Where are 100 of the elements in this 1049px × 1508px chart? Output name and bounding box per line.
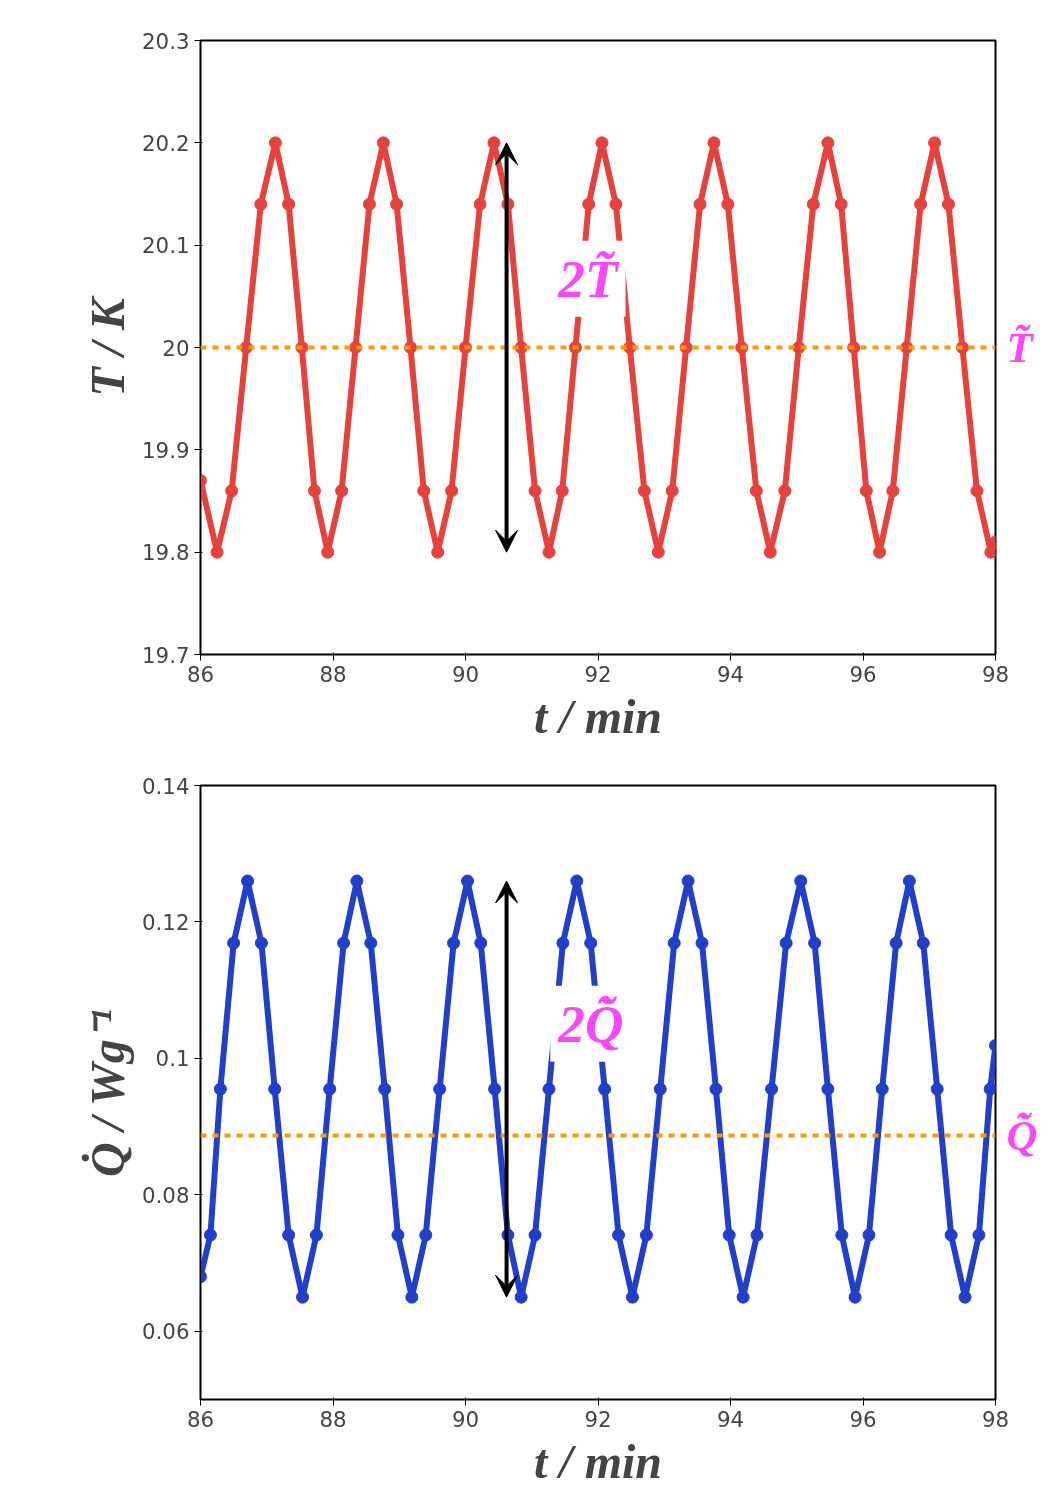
x-tick-label: 90 bbox=[451, 1406, 480, 1432]
x-tick-label: 86 bbox=[186, 1406, 215, 1432]
point bbox=[707, 136, 721, 150]
point bbox=[609, 197, 623, 211]
point bbox=[763, 545, 777, 559]
point bbox=[528, 484, 542, 498]
point bbox=[473, 197, 487, 211]
point bbox=[556, 936, 570, 950]
point bbox=[335, 484, 349, 498]
point bbox=[447, 936, 461, 950]
x-axis-title: t / min bbox=[533, 689, 663, 743]
point bbox=[474, 936, 488, 950]
point bbox=[321, 545, 335, 559]
point bbox=[681, 874, 695, 888]
point bbox=[778, 484, 792, 498]
point bbox=[930, 1082, 944, 1096]
point bbox=[323, 1082, 337, 1096]
point bbox=[889, 936, 903, 950]
point bbox=[542, 545, 556, 559]
y-axis-title: Q̇ / Wg⁻¹ bbox=[81, 1008, 135, 1178]
point bbox=[433, 1082, 447, 1096]
point bbox=[612, 1228, 626, 1242]
point bbox=[542, 1082, 556, 1096]
point bbox=[875, 1082, 889, 1096]
x-tick-label: 98 bbox=[981, 1406, 1010, 1432]
point bbox=[210, 545, 224, 559]
point bbox=[227, 936, 241, 950]
point bbox=[806, 197, 820, 211]
annotation: 2T̃ bbox=[557, 248, 620, 309]
point bbox=[376, 136, 390, 150]
point bbox=[821, 1082, 835, 1096]
point bbox=[268, 136, 282, 150]
point bbox=[268, 1082, 282, 1096]
point bbox=[886, 484, 900, 498]
point bbox=[665, 484, 679, 498]
point bbox=[984, 545, 996, 559]
point bbox=[254, 197, 268, 211]
y-tick-label: 0.06 bbox=[142, 1319, 190, 1345]
point bbox=[225, 484, 239, 498]
point bbox=[254, 936, 268, 950]
point bbox=[296, 1290, 310, 1304]
point bbox=[555, 484, 569, 498]
point bbox=[595, 136, 609, 150]
point bbox=[639, 1228, 653, 1242]
point bbox=[653, 1082, 667, 1096]
point bbox=[794, 874, 808, 888]
x-tick-label: 96 bbox=[849, 661, 877, 687]
x-tick-label: 98 bbox=[981, 661, 1010, 687]
x-tick-label: 88 bbox=[319, 661, 347, 687]
point bbox=[736, 1290, 750, 1304]
point bbox=[902, 874, 916, 888]
y-tick-label: 19.8 bbox=[142, 540, 190, 566]
point bbox=[821, 136, 835, 150]
point bbox=[203, 1228, 217, 1242]
point bbox=[309, 1228, 323, 1242]
point bbox=[651, 545, 665, 559]
ref-line-label: Q̇̃ bbox=[1006, 1111, 1038, 1159]
point bbox=[972, 1228, 986, 1242]
x-axis-title: t / min bbox=[533, 1434, 663, 1488]
point bbox=[488, 1082, 502, 1096]
point bbox=[750, 1228, 764, 1242]
point bbox=[405, 1290, 419, 1304]
point bbox=[848, 1290, 862, 1304]
point bbox=[834, 197, 848, 211]
y-tick-label: 20 bbox=[162, 335, 190, 361]
point bbox=[307, 484, 321, 498]
y-tick-label: 19.9 bbox=[142, 437, 190, 463]
ref-line-label: T̃ bbox=[1006, 324, 1035, 371]
point bbox=[337, 936, 351, 950]
point bbox=[582, 197, 596, 211]
x-tick-label: 90 bbox=[451, 661, 480, 687]
point bbox=[941, 197, 955, 211]
point bbox=[859, 484, 873, 498]
y-tick-label: 20.2 bbox=[142, 130, 190, 156]
point bbox=[528, 1228, 542, 1242]
point bbox=[378, 1082, 392, 1096]
point bbox=[667, 936, 681, 950]
point bbox=[695, 936, 709, 950]
point bbox=[364, 936, 378, 950]
x-tick-label: 92 bbox=[584, 1406, 612, 1432]
point bbox=[598, 1082, 612, 1096]
point bbox=[417, 484, 431, 498]
point bbox=[350, 874, 364, 888]
point bbox=[584, 936, 598, 950]
point bbox=[944, 1228, 958, 1242]
x-tick-label: 88 bbox=[319, 1406, 347, 1432]
point bbox=[445, 484, 459, 498]
point bbox=[779, 936, 793, 950]
point bbox=[721, 197, 735, 211]
x-tick-label: 96 bbox=[849, 1406, 877, 1432]
x-tick-label: 92 bbox=[584, 661, 612, 687]
y-tick-label: 20.1 bbox=[142, 233, 190, 259]
x-tick-label: 94 bbox=[716, 661, 745, 687]
y-tick-label: 0.14 bbox=[142, 773, 190, 799]
point bbox=[916, 936, 930, 950]
annotation: 2Q̇̃ bbox=[557, 993, 624, 1054]
point bbox=[835, 1228, 849, 1242]
point bbox=[391, 1228, 405, 1242]
point bbox=[862, 1228, 876, 1242]
point bbox=[241, 874, 255, 888]
